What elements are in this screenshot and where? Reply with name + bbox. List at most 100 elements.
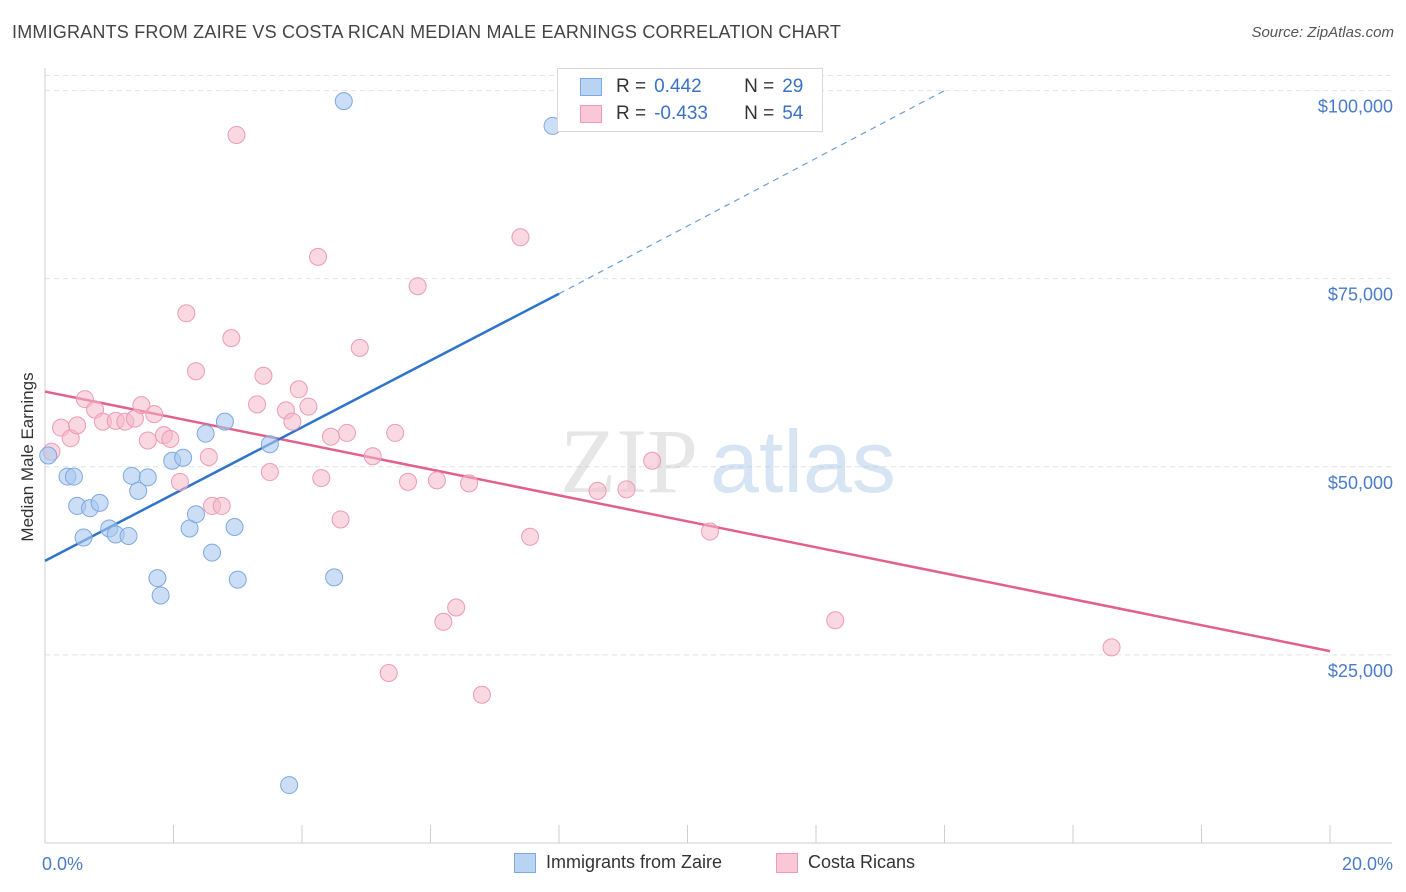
costa-rican-point (643, 451, 662, 470)
zaire-point (196, 424, 215, 443)
costa-rican-point (222, 329, 241, 348)
costa-rican-point (212, 496, 231, 515)
costa-rican-point (427, 471, 446, 490)
zaire-point (174, 448, 193, 467)
costa-rican-point (700, 522, 719, 541)
costa-rican-point (260, 463, 279, 482)
stats-legend: R = 0.442 N = 29 R = -0.433 N = 54 (557, 68, 823, 132)
r-label: R = (616, 103, 647, 124)
legend-row-costa-rican: R = -0.433 N = 54 (580, 101, 803, 127)
n-label: N = (744, 103, 775, 124)
zaire-point (122, 466, 141, 485)
watermark-atlas: atlas (710, 412, 896, 511)
zaire-point (203, 543, 222, 562)
y-tick-label: $25,000 (1328, 661, 1393, 681)
costa-rican-legend-swatch (776, 852, 798, 873)
gridlines (45, 75, 1392, 656)
chart-title: IMMIGRANTS FROM ZAIRE VS COSTA RICAN MED… (12, 22, 842, 42)
costa-rican-point (386, 423, 405, 442)
zaire-point (334, 92, 353, 111)
costa-rican-point (283, 412, 302, 431)
data-points (39, 92, 1121, 795)
costa-rican-point (408, 277, 427, 296)
zaire-point (64, 467, 83, 486)
zaire-trend-line (44, 292, 560, 562)
costa-rican-point (337, 423, 356, 442)
zaire-point (119, 527, 138, 546)
zaire-point (260, 435, 279, 454)
y-tick-label: $75,000 (1328, 285, 1393, 305)
costa-rican-point (170, 472, 189, 491)
costa-rican-point (379, 663, 398, 682)
zaire-legend-swatch (514, 852, 536, 873)
costa-rican-point (145, 405, 164, 424)
legend-item-zaire: Immigrants from Zaire (514, 852, 722, 873)
axis-labels: $25,000 $50,000 $75,000 $100,000 0.0% 20.0% Me… (18, 97, 1393, 874)
costa-rican-point (588, 481, 607, 500)
zaire-point (215, 412, 234, 431)
zaire-n-value: 29 (782, 76, 804, 97)
costa-rican-point (161, 429, 180, 448)
zaire-point (151, 586, 170, 605)
costa-rican-point (299, 397, 318, 416)
legend-item-costa-rican: Costa Ricans (776, 852, 915, 873)
costa-rican-point (186, 362, 205, 381)
costa-rican-point (199, 448, 218, 467)
costa-rican-point (331, 510, 350, 529)
costa-rican-point (617, 480, 636, 499)
trend-lines (44, 90, 1331, 653)
x-tick-label-min: 0.0% (42, 854, 83, 874)
costa-rican-point (312, 469, 331, 488)
costa-rican-n-value: 54 (782, 103, 804, 124)
costa-rican-swatch (580, 105, 602, 123)
costa-rican-point (399, 472, 418, 491)
costa-rican-point (511, 228, 530, 247)
zaire-r-value: 0.442 (654, 76, 702, 97)
y-axis-title: Median Male Earnings (18, 372, 37, 541)
costa-rican-point (68, 416, 87, 435)
costa-rican-point (138, 431, 157, 450)
costa-rican-point (1102, 638, 1121, 657)
zaire-point (74, 528, 93, 547)
costa-rican-point (177, 304, 196, 323)
zaire-point (148, 569, 167, 588)
source-note: Source: ZipAtlas.com (1251, 24, 1394, 41)
zaire-point (325, 568, 344, 587)
zaire-point (129, 481, 148, 500)
r-label: R = (616, 76, 647, 97)
zaire-point (225, 517, 244, 536)
n-label: N = (744, 76, 775, 97)
costa-rican-trend-line (44, 390, 1331, 653)
legend-row-zaire: R = 0.442 N = 29 (580, 74, 803, 100)
costa-rican-point (248, 395, 267, 414)
zaire-point (39, 446, 58, 465)
costa-rican-point (350, 338, 369, 357)
costa-rican-point (132, 396, 151, 415)
costa-rican-point (363, 447, 382, 466)
costa-rican-r-value: -0.433 (654, 103, 708, 124)
costa-rican-point (472, 685, 491, 704)
costa-rican-point (434, 612, 453, 631)
costa-rican-point (826, 611, 845, 630)
costa-rican-point (321, 427, 340, 446)
zaire-legend-label: Immigrants from Zaire (546, 852, 723, 872)
costa-rican-point (309, 247, 328, 266)
costa-rican-point (447, 598, 466, 617)
zaire-point (138, 468, 157, 487)
costa-rican-point (289, 380, 308, 399)
zaire-swatch (580, 78, 602, 96)
costa-rican-point (521, 527, 540, 546)
costa-rican-point (460, 474, 479, 493)
costa-rican-point (227, 125, 246, 144)
y-tick-label: $50,000 (1328, 473, 1393, 493)
zaire-point (280, 776, 299, 795)
watermark: ZIP atlas (560, 410, 896, 512)
zaire-trend-extension (558, 90, 945, 295)
costa-rican-point (254, 366, 273, 385)
zaire-point (90, 493, 109, 512)
x-tick-label-max: 20.0% (1342, 854, 1393, 874)
zaire-point (186, 505, 205, 524)
y-tick-label: $100,000 (1318, 97, 1393, 117)
zaire-point (228, 570, 247, 589)
